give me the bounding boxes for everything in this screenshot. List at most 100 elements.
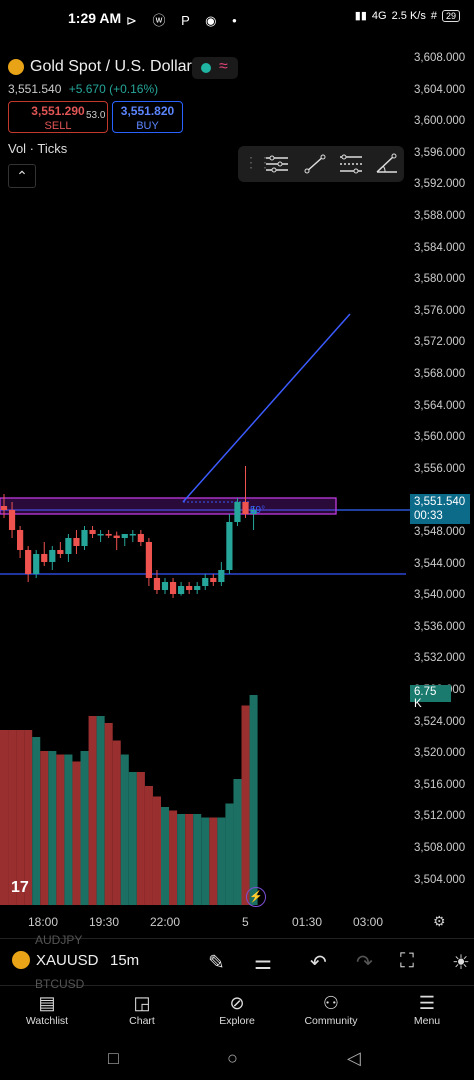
buy-button[interactable]: 3,551.820 BUY [112,101,183,133]
nav-watchlist[interactable]: ▤ Watchlist [7,991,87,1027]
status-bar: 1:29 AM ⊳ ⓦ P ◉ • ▮▮ 4G 2.5 K/s # 29 [0,0,474,38]
recents-square-icon[interactable]: □ [108,1048,119,1068]
chart-settings-gear-icon[interactable]: ⚙ [433,913,446,929]
candle-body [186,586,193,590]
candle-body [81,530,88,546]
volume-bar [120,754,129,905]
volume-bar [177,814,186,905]
back-triangle-icon[interactable]: ◁ [347,1048,361,1068]
volume-bar [193,814,202,905]
nav-label: Chart [129,1015,155,1027]
signal-icon: ▮▮ [354,10,367,22]
redo-icon[interactable]: ↷ [356,952,373,974]
tradingview-logo: 17 [11,879,29,896]
volume-bar [217,817,226,905]
buy-price: 3,551.820 [120,104,175,118]
candle-body [178,586,185,594]
chevron-up-icon[interactable]: ⌃ [8,164,36,188]
drag-handle-icon[interactable]: ⋮⋮ [244,154,272,170]
volume-bar [152,796,161,905]
time-tick: 01:30 [292,915,323,929]
price-tick: 3,596.000 [414,146,466,159]
price-tick: 3,540.000 [414,589,466,602]
volume-bar [233,779,242,905]
drawing-toolbar: ⋮⋮ [238,146,404,182]
volume-bar [104,723,113,905]
chart-icon: ◲ [133,993,151,1013]
indicators-sliders-icon[interactable]: ⚌ [254,952,272,974]
volume-bar [128,772,137,905]
candle-body [129,534,136,536]
volume-indicator-label[interactable]: Vol · Ticks [8,141,68,156]
nav-community[interactable]: ⚇ Community [291,991,371,1027]
instrument-title[interactable]: Gold Spot / U.S. Dollar [8,58,192,76]
notification-icons: ⊳ ⓦ P ◉ • [126,13,243,28]
nav-chart[interactable]: ◲ Chart [102,991,182,1027]
last-price: 3,551.540 [8,82,62,96]
candle-body [242,502,249,514]
candle-body [121,534,128,538]
market-status-toggle[interactable]: ≈ [192,57,238,79]
volume-bar [185,814,194,905]
candle-countdown: 00:33 [414,510,443,522]
time-tick: 19:30 [89,915,120,929]
volume-bar [96,716,105,905]
nav-menu[interactable]: ☰ Menu [387,991,467,1027]
price-tick: 3,560.000 [414,431,466,444]
parallel-channel-tool-icon[interactable] [338,152,364,176]
wave-icon: ≈ [219,58,228,75]
volume-bar [112,740,121,905]
volume-bar [241,705,250,905]
price-tick: 3,516.000 [414,778,466,791]
home-circle-icon[interactable]: ○ [227,1048,238,1068]
net-speed-unit: K/s [409,9,426,22]
price-axis[interactable]: 3,608.000 3,604.000 3,600.000 3,596.000 3,59… [410,40,474,910]
price-tick: 3,504.000 [414,873,466,886]
price-tick: 3,580.000 [414,273,466,286]
network-type: 4G [371,9,387,22]
idea-bulb-icon[interactable]: ☀ [452,952,470,974]
price-tick: 3,568.000 [414,368,466,380]
price-tick: 3,584.000 [414,241,466,254]
last-price-tag-value: 3,551.540 [414,496,466,508]
candle-body [137,534,144,542]
candle-body [113,535,120,538]
price-tick: 3,512.000 [414,810,466,823]
angle-label: 59° [250,505,265,516]
volume-bar [0,730,9,905]
fullscreen-icon[interactable]: ⛶ [400,950,414,972]
wifi-icon: # [430,9,437,22]
candle-body [49,550,56,562]
symbol-selector[interactable]: XAUUSD [12,951,99,969]
candle-body [89,530,96,534]
candle-body [25,550,32,574]
lightning-icon[interactable]: ⚡ [246,887,266,907]
draw-pen-icon[interactable]: ✎ [208,952,225,974]
horizontal-lines-tool-icon[interactable] [264,152,290,176]
price-tick: 3,600.000 [414,115,466,128]
price-tick: 3,532.000 [414,652,466,665]
candle-body [250,510,257,514]
candle-body [57,550,64,554]
sell-button[interactable]: 3,551.290 SELL [8,101,108,133]
nav-explore[interactable]: ⊘ Explore [197,991,277,1027]
candle-body [97,534,104,536]
status-time: 1:29 AM [68,10,122,26]
price-chart[interactable]: 59° [0,40,474,910]
system-navigation: □ ○ ◁ [0,1040,474,1080]
people-icon: ⚇ [322,993,340,1013]
price-tick: 3,572.000 [414,336,466,349]
volume-bar [249,695,258,905]
spread-value: 53.0 [86,110,106,121]
trend-line-tool-icon[interactable] [302,152,328,176]
angle-tool-icon[interactable] [374,152,400,176]
undo-icon[interactable]: ↶ [310,952,327,974]
candle-body [0,506,8,510]
instrument-name: Gold Spot / U.S. Dollar [30,58,192,75]
price-quote: 3,551.540 +5.670 (+0.16%) [8,82,158,96]
interval-selector[interactable]: 15m [110,952,140,969]
price-change: +5.670 (+0.16%) [68,82,159,96]
candle-body [169,582,177,594]
price-tick: 3,524.000 [414,715,466,728]
candle-body [194,586,201,590]
